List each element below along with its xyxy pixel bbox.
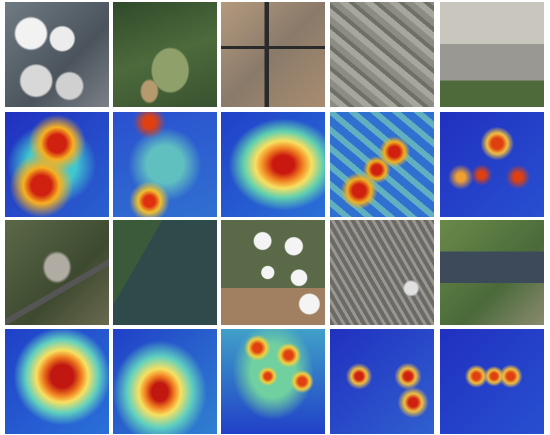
heatmap <box>5 329 109 434</box>
aerial-photo <box>440 220 544 325</box>
aerial-photo <box>221 220 325 325</box>
heatmap <box>113 329 217 434</box>
heatmap <box>221 112 325 217</box>
heatmap <box>5 112 109 217</box>
aerial-photo <box>113 2 217 107</box>
heatmap <box>440 112 544 217</box>
aerial-photo <box>5 2 109 107</box>
heatmap <box>330 329 434 434</box>
aerial-photo <box>113 220 217 325</box>
aerial-photo <box>221 2 325 107</box>
heatmap <box>221 329 325 434</box>
heatmap <box>440 329 544 434</box>
aerial-photo <box>5 220 109 325</box>
aerial-photo <box>440 2 544 107</box>
heatmap <box>113 112 217 217</box>
aerial-photo <box>330 2 434 107</box>
heatmap <box>330 112 434 217</box>
aerial-photo <box>330 220 434 325</box>
